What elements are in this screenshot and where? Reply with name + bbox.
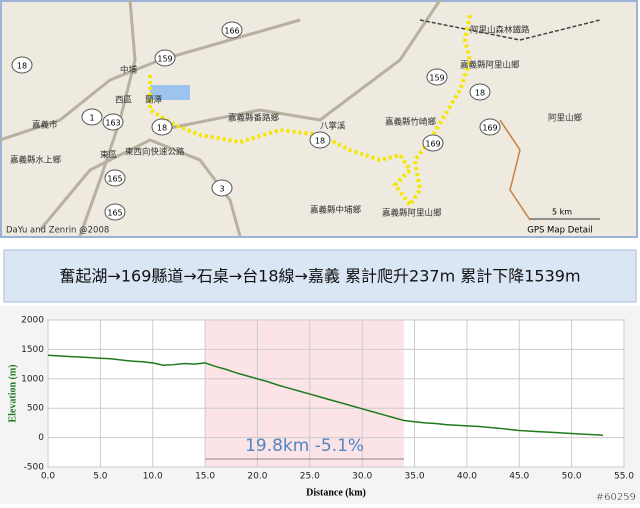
map-label: 嘉義縣中埔鄉 (310, 205, 362, 216)
route-number: 159 (429, 74, 444, 83)
route-number: 3 (219, 185, 224, 194)
route-number: 163 (105, 119, 120, 128)
map-label: 東區 (100, 150, 117, 161)
x-tick-label: 55.0 (614, 472, 634, 482)
river (499, 119, 531, 221)
x-tick-label: 15.0 (195, 472, 215, 482)
route-shield (221, 21, 243, 39)
route-shield (102, 113, 124, 131)
map-label: 西區 (115, 96, 132, 106)
route-shield (469, 83, 491, 101)
y-tick-label: -500 (24, 463, 45, 473)
route-number: 18 (157, 124, 167, 133)
route-shield (154, 49, 176, 67)
route-number: 165 (107, 175, 122, 184)
route-shield (81, 108, 103, 126)
map-label: 嘉義縣阿里山鄉 (460, 60, 520, 71)
route-number: 18 (315, 137, 325, 146)
y-tick-label: 500 (27, 404, 44, 414)
x-tick-label: 5.0 (93, 472, 108, 482)
watermark: #60259 (596, 492, 636, 503)
x-tick-label: 45.0 (509, 472, 529, 482)
route-shield (309, 131, 331, 149)
y-tick-label: 1500 (21, 345, 44, 355)
route-number: 166 (224, 27, 239, 36)
x-tick-label: 50.0 (562, 472, 582, 482)
elevation-line (47, 354, 604, 436)
track (148, 14, 473, 209)
x-tick-label: 35.0 (405, 472, 425, 482)
y-axis-label: Elevation (m) (7, 364, 18, 422)
map-label: 嘉義縣阿里山鄉 (382, 208, 442, 219)
map-label: 阿里山鄉 (548, 113, 583, 124)
banner: 奮起湖→169縣道→石桌→台18線→嘉義 累計爬升237m 累計下降1539m (59, 267, 580, 286)
route-shield (104, 169, 126, 187)
route-number: 169 (482, 124, 497, 133)
x-tick-label: 0.0 (41, 472, 56, 482)
y-tick-label: 1000 (21, 374, 44, 384)
x-tick-label: 40.0 (457, 472, 477, 482)
railway (419, 19, 601, 41)
x-tick-label: 25.0 (300, 472, 320, 482)
route-number: 1 (89, 114, 94, 123)
map-label: 嘉義市 (32, 120, 58, 131)
route-number: 18 (475, 89, 485, 98)
route-number: 18 (17, 62, 27, 71)
route-shield (426, 68, 448, 86)
route-shield (151, 118, 173, 136)
y-tick-label: 0 (38, 433, 44, 443)
lake (150, 85, 190, 100)
highlight (205, 320, 405, 467)
route-shield (479, 118, 501, 136)
route-number: 159 (157, 55, 172, 64)
route-number: 165 (107, 209, 122, 218)
x-axis-label: Distance (km) (306, 487, 366, 498)
map-label: 八掌溪 (320, 121, 346, 132)
route-shield (211, 179, 233, 197)
route-shield (11, 56, 33, 74)
banner-box (3, 249, 637, 303)
x-tick-label: 20.0 (247, 472, 267, 482)
map-scale: 5 km (552, 208, 572, 217)
route-shield (104, 203, 126, 221)
x-tick-label: 30.0 (352, 472, 372, 482)
map-label: 嘉義縣竹崎鄉 (385, 117, 437, 128)
map-label: 嘉義縣番路鄉 (228, 113, 280, 124)
annotation: 19.8km -5.1% (245, 436, 364, 456)
y-tick-label: 2000 (21, 316, 44, 326)
route-number: 169 (425, 140, 440, 149)
map-label: 中埔 (120, 65, 138, 76)
map-label: 阿里山森林鐵路 (470, 25, 530, 36)
map-label: 東西向快速公路 (125, 147, 185, 158)
map-credit: DaYu and Zenrin @2008 (6, 226, 109, 236)
x-tick-label: 10.0 (143, 472, 163, 482)
route-shield (422, 134, 444, 152)
map-label: 嘉義縣水上鄉 (10, 155, 62, 166)
map-detail: GPS Map Detail (527, 226, 593, 236)
map-label: 蘭潭 (145, 95, 163, 106)
